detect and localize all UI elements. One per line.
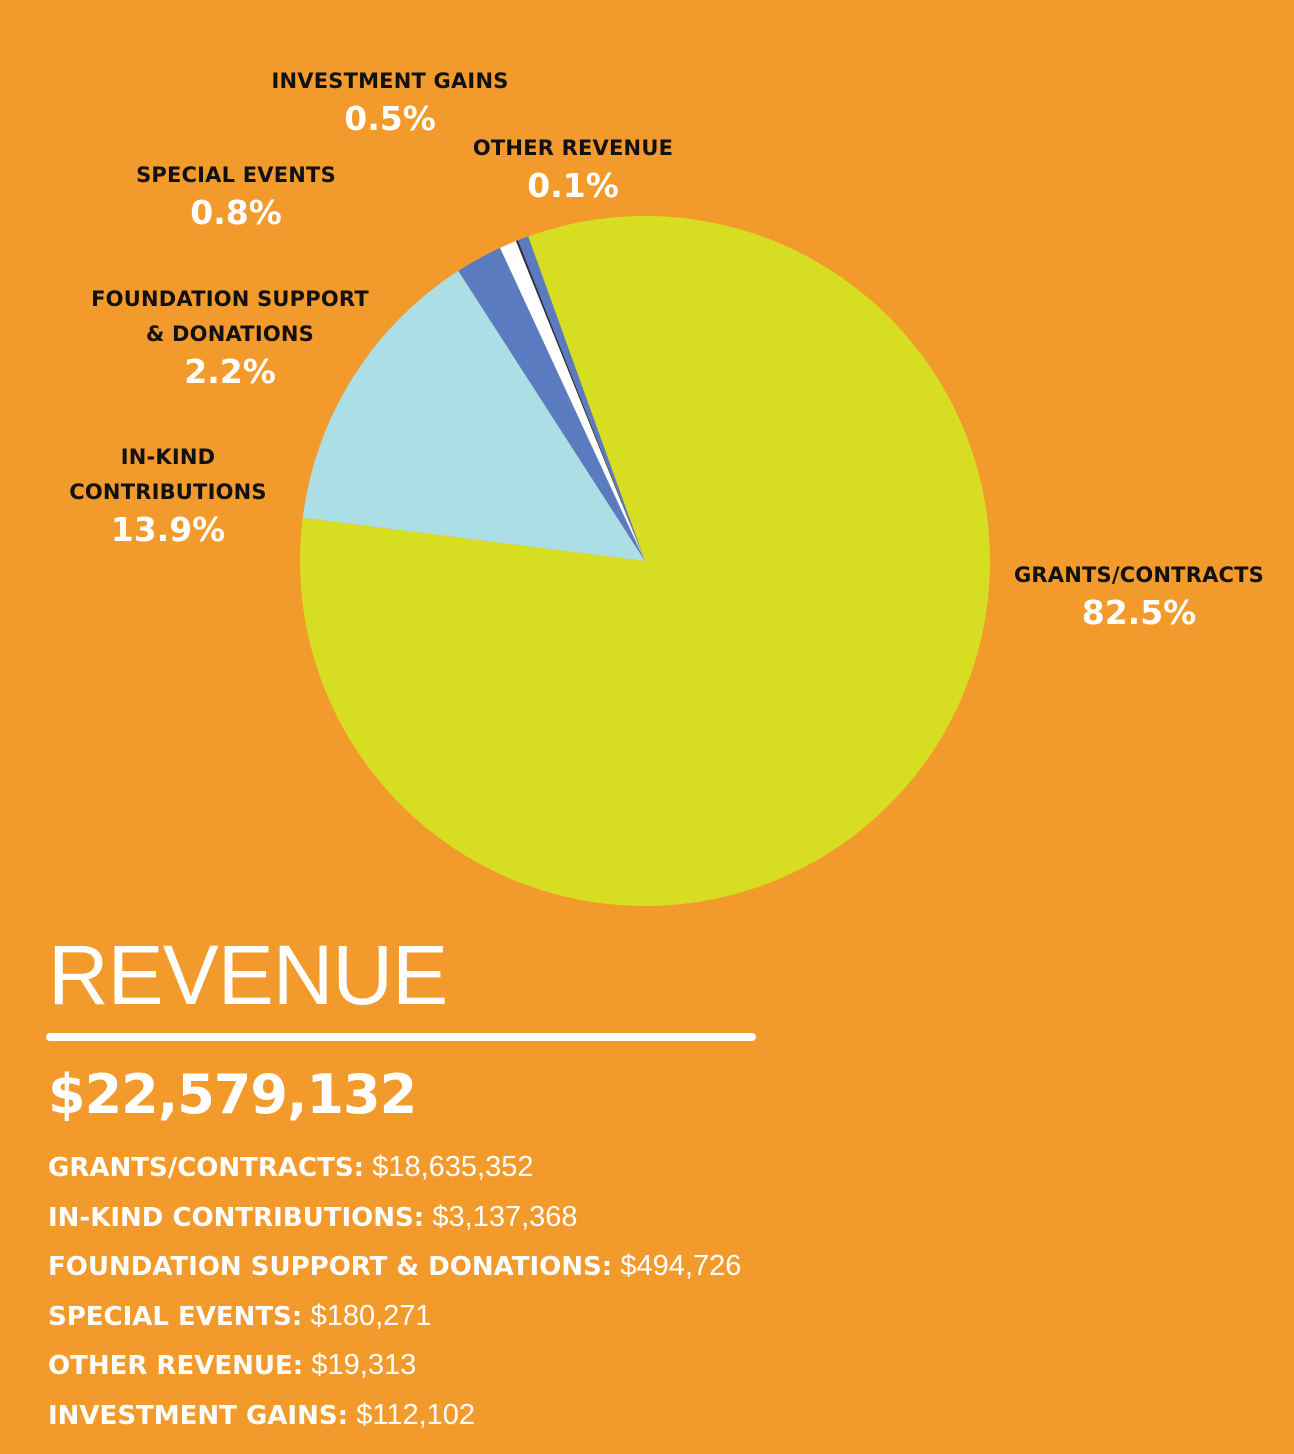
pie-slice-foundation [458, 247, 645, 562]
item-label: IN-KIND CONTRIBUTIONS: [48, 1202, 425, 1233]
slice-label-name-line1: FOUNDATION SUPPORT [91, 287, 369, 311]
slice-label-percent: 0.8% [190, 193, 282, 232]
pie-slice-inkind [302, 270, 645, 561]
item-value: $494,726 [620, 1250, 742, 1282]
item-value: $18,635,352 [372, 1151, 534, 1183]
page-title: REVENUE [48, 928, 448, 1022]
label-special-events: SPECIAL EVENTS 0.8% [106, 158, 366, 233]
slice-label-name: OTHER REVENUE [472, 136, 674, 160]
list-item: FOUNDATION SUPPORT & DONATIONS: $494,726 [48, 1242, 741, 1292]
slice-label-name-line1: IN-KIND [120, 445, 216, 469]
item-value: $19,313 [311, 1349, 417, 1381]
slice-label-name: INVESTMENT GAINS [271, 69, 509, 93]
item-label: SPECIAL EVENTS: [48, 1301, 303, 1332]
item-label: GRANTS/CONTRACTS: [48, 1153, 364, 1183]
label-in-kind: IN-KIND CONTRIBUTIONS 13.9% [48, 440, 288, 550]
revenue-pie-chart [299, 216, 990, 907]
item-label: FOUNDATION SUPPORT & DONATIONS: [48, 1252, 613, 1282]
label-investment-gains: INVESTMENT GAINS 0.5% [240, 64, 540, 139]
list-item: SPECIAL EVENTS: $180,271 [48, 1292, 741, 1342]
list-item: GRANTS/CONTRACTS: $18,635,352 [48, 1143, 741, 1193]
slice-label-percent: 0.5% [344, 99, 436, 138]
pie-slice-special [500, 241, 645, 561]
slice-label-name: SPECIAL EVENTS [136, 163, 336, 187]
list-item: IN-KIND CONTRIBUTIONS: $3,137,368 [48, 1193, 741, 1243]
slice-label-percent: 0.1% [527, 166, 619, 205]
list-item: INVESTMENT GAINS: $112,102 [48, 1391, 741, 1441]
slice-label-name-line2: CONTRIBUTIONS [69, 480, 267, 504]
item-value: $180,271 [310, 1299, 432, 1332]
item-label: INVESTMENT GAINS: [48, 1400, 348, 1431]
slice-label-name: GRANTS/CONTRACTS [1013, 563, 1264, 587]
slice-label-percent: 13.9% [110, 510, 226, 549]
pie-slice-other [515, 240, 645, 562]
item-value: $112,102 [356, 1398, 476, 1431]
slice-label-percent: 2.2% [184, 352, 276, 391]
revenue-breakdown-list: GRANTS/CONTRACTS: $18,635,352 IN-KIND CO… [48, 1143, 741, 1440]
pie-slice-grants [299, 216, 990, 907]
divider [46, 1033, 756, 1041]
label-foundation-support: FOUNDATION SUPPORT & DONATIONS 2.2% [60, 282, 400, 392]
list-item: OTHER REVENUE: $19,313 [48, 1341, 741, 1391]
label-other-revenue: OTHER REVENUE 0.1% [443, 131, 703, 206]
item-label: OTHER REVENUE: [48, 1351, 304, 1381]
item-value: $3,137,368 [432, 1200, 578, 1233]
label-grants-contracts: GRANTS/CONTRACTS 82.5% [994, 558, 1284, 633]
total-revenue: $22,579,132 [48, 1063, 417, 1126]
pie-slice-investment [518, 236, 645, 561]
slice-label-percent: 82.5% [1081, 593, 1197, 632]
slice-label-name-line2: & DONATIONS [146, 322, 314, 346]
